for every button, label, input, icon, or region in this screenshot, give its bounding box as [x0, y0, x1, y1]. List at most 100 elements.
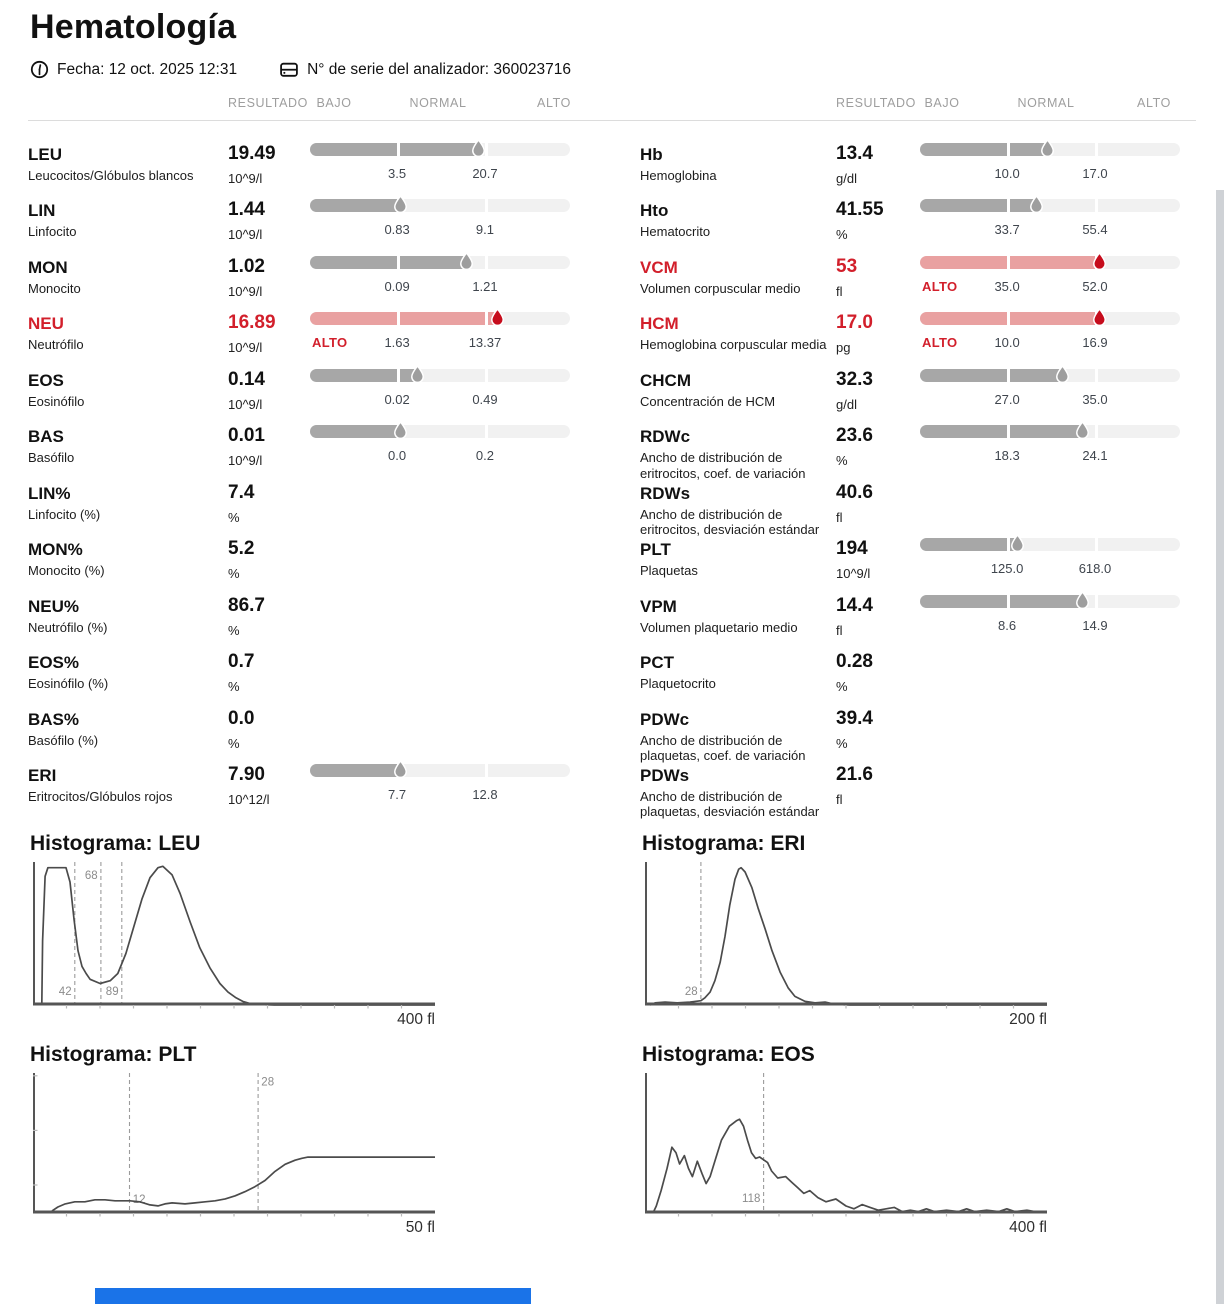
- param-code: LEU: [28, 145, 62, 164]
- range-high-label: 24.1: [1082, 448, 1108, 464]
- gauge-labels: 27.0 35.0: [920, 392, 1180, 408]
- gauge-labels: ALTO 1.63 13.37: [310, 335, 570, 351]
- param-value: 53: [836, 255, 858, 277]
- result-value-block: 39.4 %: [836, 709, 916, 751]
- gauge-separator-low: [1007, 255, 1011, 269]
- gauge-separator-high: [1094, 199, 1098, 213]
- range-low-label: 18.3: [994, 448, 1020, 464]
- result-value-block: 14.4 fl: [836, 596, 916, 638]
- result-value-block: 0.28 %: [836, 652, 916, 694]
- gauge-track: [310, 308, 570, 327]
- x-axis-max-label: 400 fl: [397, 1011, 435, 1028]
- gauge-labels: ALTO 10.0 16.9: [920, 335, 1180, 351]
- result-row-name: RDWc Ancho de distribución de eritrocito…: [640, 428, 840, 481]
- result-value-block: 1.02 10^9/l: [228, 257, 308, 299]
- param-desc: Volumen plaquetario medio: [640, 619, 798, 635]
- range-high-label: 52.0: [1082, 278, 1108, 294]
- bottom-blue-bar[interactable]: [95, 1288, 531, 1304]
- param-value: 0.0: [228, 707, 255, 729]
- result-value-block: 13.4 g/dl: [836, 144, 916, 186]
- analyzer-serial: N° de serie del analizador: 360023716: [279, 60, 571, 79]
- param-value: 32.3: [836, 368, 873, 390]
- histogram-curve: [649, 866, 1047, 1006]
- gauge-track: [920, 251, 1180, 271]
- x-axis-max-label: 50 fl: [406, 1219, 435, 1236]
- droplet-marker-icon: [471, 138, 486, 163]
- channel-marker-label: 28: [261, 1077, 274, 1089]
- gauge-separator-low: [1007, 594, 1011, 608]
- param-value: 5.2: [228, 538, 255, 560]
- range-low-label: 125.0: [990, 561, 1024, 577]
- channel-marker-label: 28: [685, 986, 698, 998]
- param-unit: %: [228, 509, 240, 525]
- gauge-separator-low: [1007, 368, 1011, 382]
- param-code: HCM: [640, 314, 679, 334]
- channel-marker-label: 68: [85, 870, 98, 882]
- range-high-label: 1.21: [472, 278, 498, 294]
- param-unit: fl: [836, 509, 843, 525]
- param-desc: Neutrófilo (%): [28, 619, 108, 635]
- droplet-marker-icon: [1010, 533, 1025, 558]
- channel-marker-label: 12: [133, 1194, 146, 1206]
- droplet-marker-icon: [1055, 364, 1070, 389]
- param-code: LIN: [28, 201, 56, 221]
- scrollbar-thumb[interactable]: [1216, 190, 1224, 1304]
- result-value-block: 40.6 fl: [836, 483, 916, 525]
- col-header-bajo-right: BAJO: [924, 96, 960, 110]
- param-value: 41.55: [836, 199, 884, 221]
- gauge-fill: [310, 425, 400, 439]
- param-desc: Ancho de distribución de eritrocitos, de…: [640, 506, 820, 538]
- histogram-curve: [40, 865, 435, 1006]
- param-code: Hb: [640, 145, 663, 164]
- gauge-separator-high: [1094, 143, 1098, 156]
- param-code: EOS: [28, 370, 64, 390]
- range-low-label: 0.0: [388, 448, 407, 464]
- range-low-label: 0.09: [384, 278, 410, 294]
- param-code: LIN%: [28, 483, 71, 503]
- gauge-labels: 0.02 0.49: [310, 392, 570, 408]
- range-high-label: 0.49: [472, 391, 498, 407]
- param-code: VPM: [640, 596, 677, 616]
- range-low-label: 35.0: [994, 278, 1020, 294]
- analyzer-serial-text: N° de serie del analizador: 360023716: [307, 60, 571, 78]
- gauge-labels: 18.3 24.1: [920, 448, 1180, 464]
- gauge-separator-low: [397, 368, 401, 382]
- range-low-label: 3.5: [388, 166, 407, 181]
- param-unit: 10^9/l: [228, 453, 263, 469]
- alto-flag: ALTO: [312, 335, 348, 351]
- droplet-marker-icon: [1075, 421, 1090, 445]
- x-axis-max-label: 400 fl: [1009, 1219, 1047, 1236]
- result-value-block: 1.44 10^9/l: [228, 200, 308, 242]
- col-header-normal-left: NORMAL: [409, 96, 467, 110]
- droplet-marker-icon: [1075, 590, 1090, 615]
- gauge-track: [310, 421, 570, 440]
- droplet-marker-icon: [1092, 251, 1107, 276]
- param-value: 40.6: [836, 481, 873, 503]
- param-desc: Plaquetocrito: [640, 676, 716, 692]
- result-row-name: PDWc Ancho de distribución de plaquetas,…: [640, 711, 840, 764]
- result-row-name: LIN Linfocito: [28, 202, 228, 239]
- gauge-separator-high: [1094, 594, 1098, 608]
- result-value-block: 7.4 %: [228, 483, 308, 525]
- param-unit: 10^12/l: [228, 791, 270, 807]
- gauge-track: [310, 251, 570, 271]
- param-desc: Leucocitos/Glóbulos blancos: [28, 168, 194, 183]
- result-row-name: VCM Volumen corpuscular medio: [640, 259, 840, 296]
- range-low-label: 10.0: [994, 335, 1020, 351]
- range-gauge: 7.7 12.8: [310, 759, 570, 806]
- gauge-separator-low: [397, 312, 401, 326]
- range-high-label: 618.0: [1078, 561, 1112, 577]
- range-low-label: 0.83: [384, 222, 410, 238]
- param-desc: Monocito: [28, 280, 81, 296]
- histogram-plot-eos: 118 400 fl: [645, 1073, 1047, 1236]
- histogram-plot-eri: 28 200 fl: [645, 862, 1047, 1028]
- range-low-label: 10.0: [994, 166, 1020, 181]
- param-code: NEU%: [28, 596, 80, 616]
- param-desc: Eosinófilo: [28, 393, 85, 409]
- histogram-title-eri: Histograma: ERI: [642, 832, 806, 855]
- param-unit: fl: [836, 283, 843, 299]
- gauge-fill: [920, 143, 1048, 156]
- histogram-curve: [49, 1156, 435, 1214]
- range-low-label: 1.63: [384, 335, 410, 351]
- result-value-block: 23.6 %: [836, 426, 916, 468]
